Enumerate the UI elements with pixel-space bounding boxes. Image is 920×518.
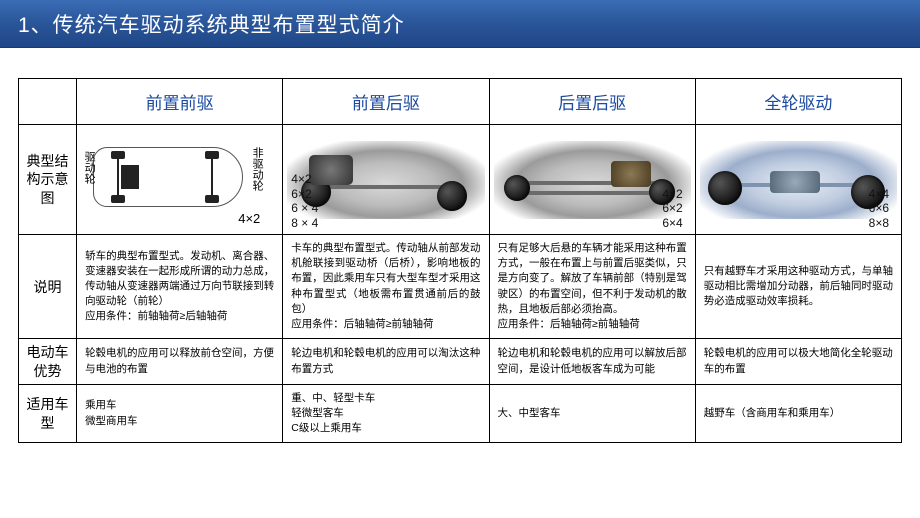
header-row: 前置前驱 前置后驱 后置后驱 全轮驱动: [19, 79, 902, 125]
ff-front-label: 驱动轮: [81, 151, 97, 184]
desc-awd: 只有越野车才采用这种驱动方式，与单轴驱动相比需增加分动器，前后轴同时驱动势必造成…: [695, 235, 901, 339]
content: 前置前驱 前置后驱 后置后驱 全轮驱动 典型结构示意图 驱动轮 非驱动轮 4×2: [0, 48, 920, 443]
ff-ratio: 4×2: [238, 211, 260, 226]
use-rr: 大、中型客车: [489, 384, 695, 443]
col-awd: 全轮驱动: [695, 79, 901, 125]
col-rr: 后置后驱: [489, 79, 695, 125]
use-awd: 越野车（含商用车和乘用车）: [695, 384, 901, 443]
rowhdr-diagram: 典型结构示意图: [19, 125, 77, 235]
use-fr: 重、中、轻型卡车 轻微型客车 C级以上乘用车: [283, 384, 489, 443]
layout-table: 前置前驱 前置后驱 后置后驱 全轮驱动 典型结构示意图 驱动轮 非驱动轮 4×2: [18, 78, 902, 443]
desc-ff: 轿车的典型布置型式。发动机、离合器、变速器安装在一起形成所谓的动力总成，传动轴从…: [77, 235, 283, 339]
ev-rr: 轮边电机和轮毂电机的应用可以解放后部空间，是设计低地板客车成为可能: [489, 339, 695, 384]
diagram-rr: 4×2 6×2 6×4: [489, 125, 695, 235]
page-title: 1、传统汽车驱动系统典型布置型式简介: [18, 9, 405, 39]
diagram-fr: 4×2 6×2 6 × 4 8 × 4: [283, 125, 489, 235]
col-ff: 前置前驱: [77, 79, 283, 125]
desc-rr: 只有足够大后悬的车辆才能采用这种布置方式，一般在布置上与前置后驱类似，只是方向变…: [489, 235, 695, 339]
use-row: 适用车型 乘用车 微型商用车 重、中、轻型卡车 轻微型客车 C级以上乘用车 大、…: [19, 384, 902, 443]
ev-fr: 轮边电机和轮毂电机的应用可以淘汰这种布置方式: [283, 339, 489, 384]
desc-fr: 卡车的典型布置型式。传动轴从前部发动机舱联接到驱动桥（后桥），影响地板的布置，因…: [283, 235, 489, 339]
ev-awd: 轮毂电机的应用可以极大地简化全轮驱动车的布置: [695, 339, 901, 384]
desc-row: 说明 轿车的典型布置型式。发动机、离合器、变速器安装在一起形成所谓的动力总成，传…: [19, 235, 902, 339]
use-ff: 乘用车 微型商用车: [77, 384, 283, 443]
col-fr: 前置后驱: [283, 79, 489, 125]
corner-cell: [19, 79, 77, 125]
rr-ratios: 4×2 6×2 6×4: [662, 187, 682, 230]
ff-rear-label: 非驱动轮: [249, 147, 265, 191]
ev-ff: 轮毂电机的应用可以释放前仓空间，方便与电池的布置: [77, 339, 283, 384]
diagram-awd: 4×4 6×6 8×8: [695, 125, 901, 235]
awd-ratios: 4×4 6×6 8×8: [869, 187, 889, 230]
fr-ratios: 4×2 6×2 6 × 4 8 × 4: [291, 172, 318, 230]
rowhdr-ev: 电动车优势: [19, 339, 77, 384]
diagram-ff: 驱动轮 非驱动轮 4×2: [77, 125, 283, 235]
diagram-row: 典型结构示意图 驱动轮 非驱动轮 4×2: [19, 125, 902, 235]
title-bar: 1、传统汽车驱动系统典型布置型式简介: [0, 0, 920, 48]
rowhdr-use: 适用车型: [19, 384, 77, 443]
ev-row: 电动车优势 轮毂电机的应用可以释放前仓空间，方便与电池的布置 轮边电机和轮毂电机…: [19, 339, 902, 384]
rowhdr-desc: 说明: [19, 235, 77, 339]
